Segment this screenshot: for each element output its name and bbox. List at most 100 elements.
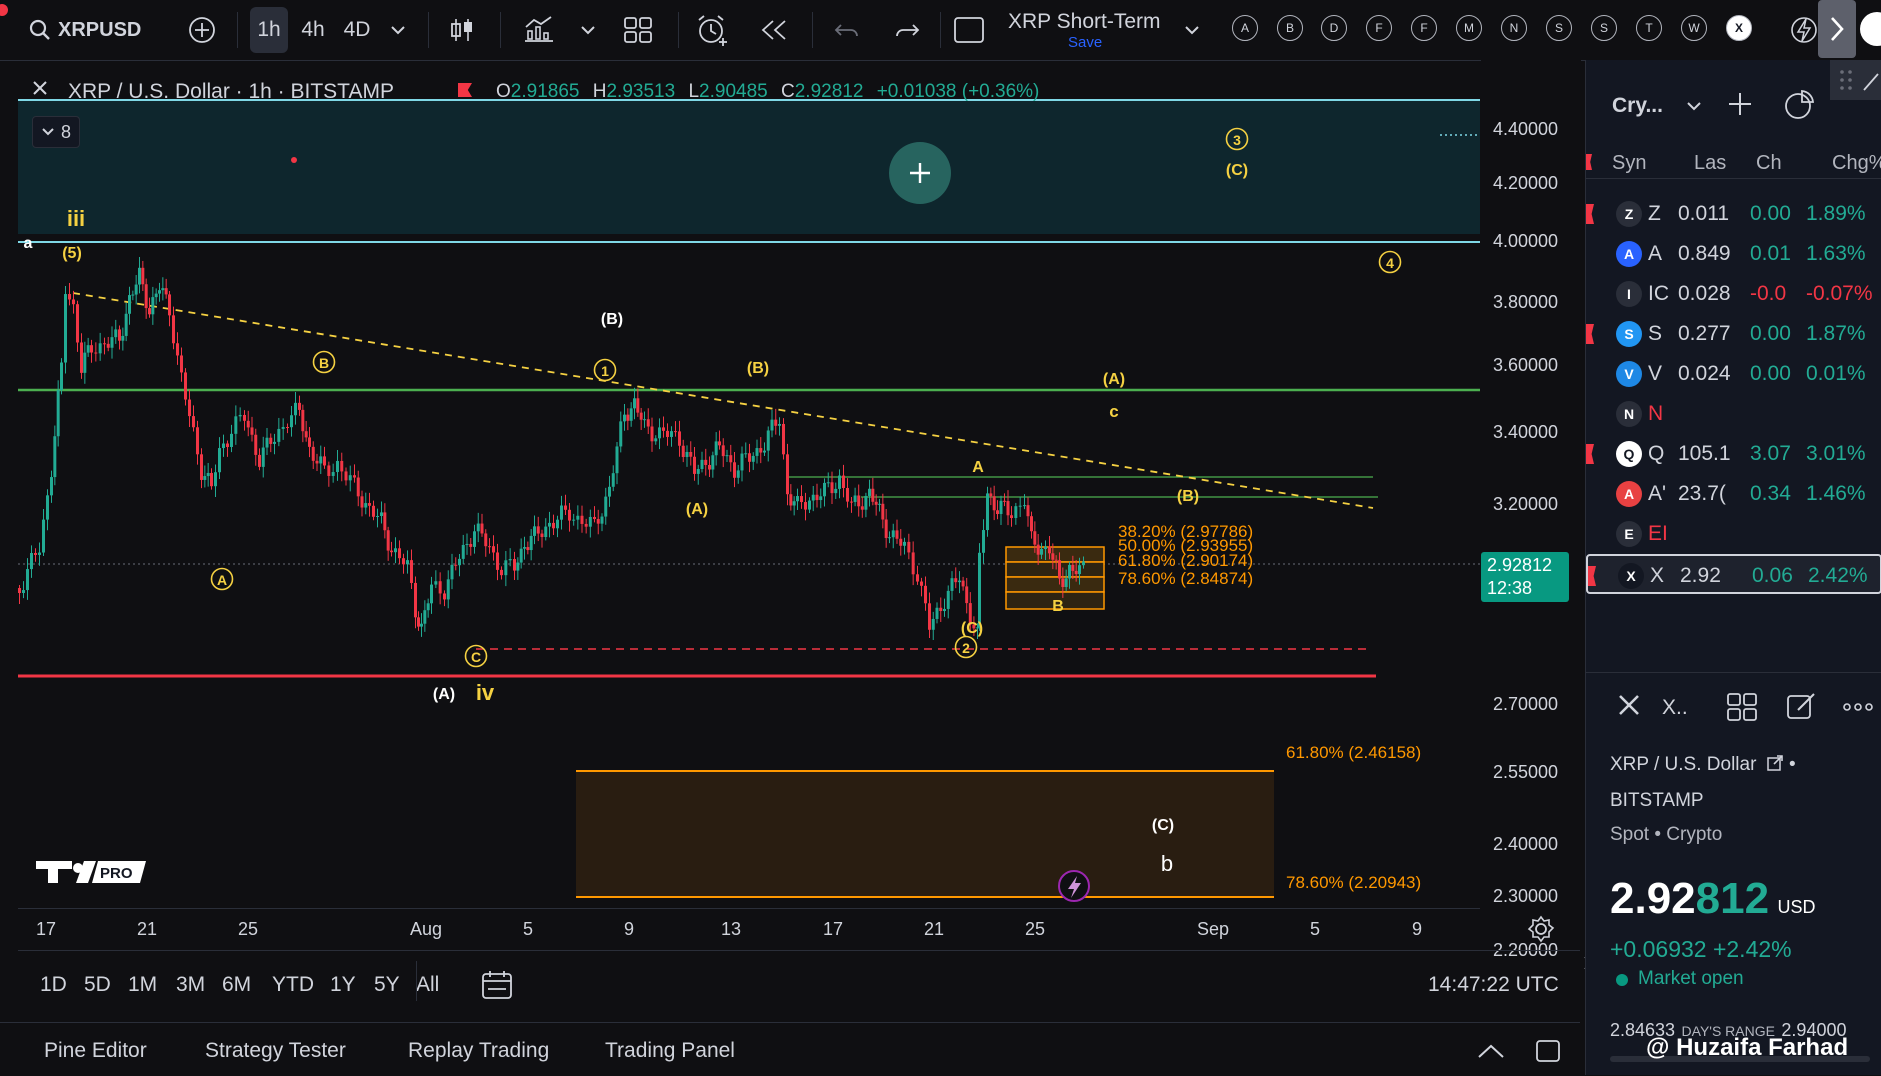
candle-body xyxy=(888,537,891,539)
flag-icon[interactable] xyxy=(1586,154,1592,170)
col-change[interactable]: Ch xyxy=(1756,152,1782,174)
quick-symbol-b-1[interactable]: B xyxy=(1277,15,1303,41)
interval-dropdown-button[interactable] xyxy=(388,14,408,46)
tab-trading-panel[interactable]: Trading Panel xyxy=(605,1039,735,1062)
range-ytd[interactable]: YTD xyxy=(272,973,314,996)
quick-symbol-d-2[interactable]: D xyxy=(1321,15,1347,41)
add-drawing-button[interactable] xyxy=(889,142,951,204)
quick-symbol-x-11[interactable]: X xyxy=(1726,15,1752,41)
watchlist-row[interactable]: A A 0.849 0.01 1.63% xyxy=(1586,234,1881,274)
range-5y[interactable]: 5Y xyxy=(374,973,400,996)
range-1m[interactable]: 1M xyxy=(128,973,158,996)
layouts-button[interactable] xyxy=(622,14,654,46)
flag-icon[interactable] xyxy=(1586,444,1594,464)
quick-symbol-s-8[interactable]: S xyxy=(1591,15,1617,41)
quick-symbol-w-10[interactable]: W xyxy=(1681,15,1707,41)
expand-panel-button[interactable] xyxy=(1476,1041,1506,1061)
watchlist-dropdown-button[interactable] xyxy=(1686,100,1702,112)
quick-symbol-f-4[interactable]: F xyxy=(1411,15,1437,41)
candlestick-icon xyxy=(451,19,472,41)
add-symbol-button[interactable] xyxy=(1726,90,1754,118)
layout-name-button[interactable]: XRP Short-Term Save xyxy=(1004,8,1174,54)
alert-button[interactable] xyxy=(694,14,730,46)
time-axis[interactable]: 17 21 25 Aug 5 9 13 17 21 25 Sep 5 9 xyxy=(18,908,1480,951)
flag-icon[interactable] xyxy=(1586,324,1594,344)
tab-pine-editor[interactable]: Pine Editor xyxy=(44,1039,147,1062)
candle-body xyxy=(523,547,526,549)
chart-type-button[interactable] xyxy=(446,14,478,46)
flag-icon[interactable] xyxy=(1588,566,1596,586)
range-1y[interactable]: 1Y xyxy=(330,973,356,996)
details-name[interactable]: XRP / U.S. Dollar • xyxy=(1610,754,1796,775)
quick-symbol-a-0[interactable]: A xyxy=(1232,15,1258,41)
quick-symbol-s-7[interactable]: S xyxy=(1546,15,1572,41)
layout-dropdown-button[interactable] xyxy=(1182,14,1202,46)
watchlist-row[interactable]: Z Z 0.011 0.00 1.89% xyxy=(1586,194,1881,234)
fib-labels: 38.20% (2.97786)50.00% (2.93955)61.80% (… xyxy=(1118,522,1421,892)
candle-body xyxy=(210,472,213,487)
tab-strategy-tester[interactable]: Strategy Tester xyxy=(205,1039,346,1062)
quick-symbol-m-5[interactable]: M xyxy=(1456,15,1482,41)
quick-symbol-n-6[interactable]: N xyxy=(1501,15,1527,41)
watchlist-chart-button[interactable] xyxy=(1782,88,1816,122)
watchlist-row[interactable]: E EI xyxy=(1586,514,1881,554)
price-axis[interactable]: 4.40000 4.20000 4.00000 3.80000 3.60000 3.400… xyxy=(1481,60,1581,960)
col-change-pct[interactable]: Chg% xyxy=(1832,152,1881,174)
candle-body xyxy=(56,390,60,437)
go-to-date-button[interactable] xyxy=(480,969,514,1001)
flag-icon[interactable] xyxy=(458,83,472,97)
watchlist-row[interactable]: I IC 0.028 -0.0 -0.07% xyxy=(1586,274,1881,314)
tab-replay-trading[interactable]: Replay Trading xyxy=(408,1039,550,1062)
compare-add-button[interactable] xyxy=(186,14,218,46)
quick-symbol-f-3[interactable]: F xyxy=(1366,15,1392,41)
watchlist-row[interactable]: X X 2.92 0.06 2.42% xyxy=(1586,554,1881,594)
details-layout-button[interactable] xyxy=(1726,692,1758,722)
col-last[interactable]: Las xyxy=(1694,152,1727,174)
watchlist-row[interactable]: A A' 23.7(0.34 1.46% xyxy=(1586,474,1881,514)
replay-lightning-icon[interactable] xyxy=(1058,870,1090,902)
coin-logo-icon: A xyxy=(1616,241,1642,267)
range-1d[interactable]: 1D xyxy=(40,973,67,996)
quick-symbol-t-9[interactable]: T xyxy=(1636,15,1662,41)
chart-settings-button[interactable] xyxy=(1527,915,1555,943)
interval-1h-button[interactable]: 1h xyxy=(250,7,288,53)
notification-dot[interactable] xyxy=(0,0,12,16)
row-change-pct: -0.07% xyxy=(1806,282,1873,305)
price-series xyxy=(18,257,1085,641)
close-legend-button[interactable] xyxy=(30,78,50,98)
avatar[interactable] xyxy=(1860,12,1881,46)
maximize-panel-button[interactable] xyxy=(1534,1037,1562,1065)
svg-text:(B): (B) xyxy=(747,360,769,377)
flag-icon[interactable] xyxy=(1586,204,1594,224)
replay-button[interactable] xyxy=(758,14,790,46)
details-more-button[interactable] xyxy=(1842,700,1874,714)
panel-toggle-button[interactable] xyxy=(1818,0,1856,58)
symbol-search-button[interactable]: XRPUSD xyxy=(28,14,158,46)
indicators-dropdown-button[interactable] xyxy=(578,14,598,46)
lightning-button[interactable] xyxy=(1788,14,1820,46)
redo-button[interactable] xyxy=(892,14,922,46)
watchlist-title[interactable]: Cry... xyxy=(1612,94,1663,117)
details-short-symbol[interactable]: X.. xyxy=(1662,696,1688,719)
utc-clock[interactable]: 14:47:22 UTC xyxy=(1428,973,1559,996)
range-all[interactable]: All xyxy=(416,973,440,996)
candle-body xyxy=(18,588,21,593)
range-3m[interactable]: 3M xyxy=(176,973,206,996)
watchlist-row[interactable]: V V 0.024 0.00 0.01% xyxy=(1586,354,1881,394)
col-symbol[interactable]: Syn xyxy=(1612,152,1647,174)
chart-area[interactable]: iii a (5) B A (B) 1 (B) (A) C (A) iv 2 (C) A B (B) (A) c 3 (… xyxy=(18,68,1480,908)
details-edit-button[interactable] xyxy=(1786,692,1818,722)
panel-drag-handle[interactable] xyxy=(1830,60,1881,100)
range-5d[interactable]: 5D xyxy=(84,973,111,996)
indicators-button[interactable] xyxy=(522,14,556,46)
undo-button[interactable] xyxy=(832,14,862,46)
chart-canvas[interactable]: iii a (5) B A (B) 1 (B) (A) C (A) iv 2 (C) A B (B) (A) c 3 (… xyxy=(18,68,1480,908)
indicators-collapse-button[interactable]: 8 xyxy=(32,116,80,148)
watchlist-row[interactable]: Q Q 105.1 3.07 3.01% xyxy=(1586,434,1881,474)
watchlist-row[interactable]: S S 0.277 0.00 1.87% xyxy=(1586,314,1881,354)
range-6m[interactable]: 6M xyxy=(222,973,252,996)
layout-square-button[interactable] xyxy=(952,14,986,46)
interval-4d-button[interactable]: 4D xyxy=(343,18,371,41)
interval-4h-button[interactable]: 4h xyxy=(301,18,325,41)
